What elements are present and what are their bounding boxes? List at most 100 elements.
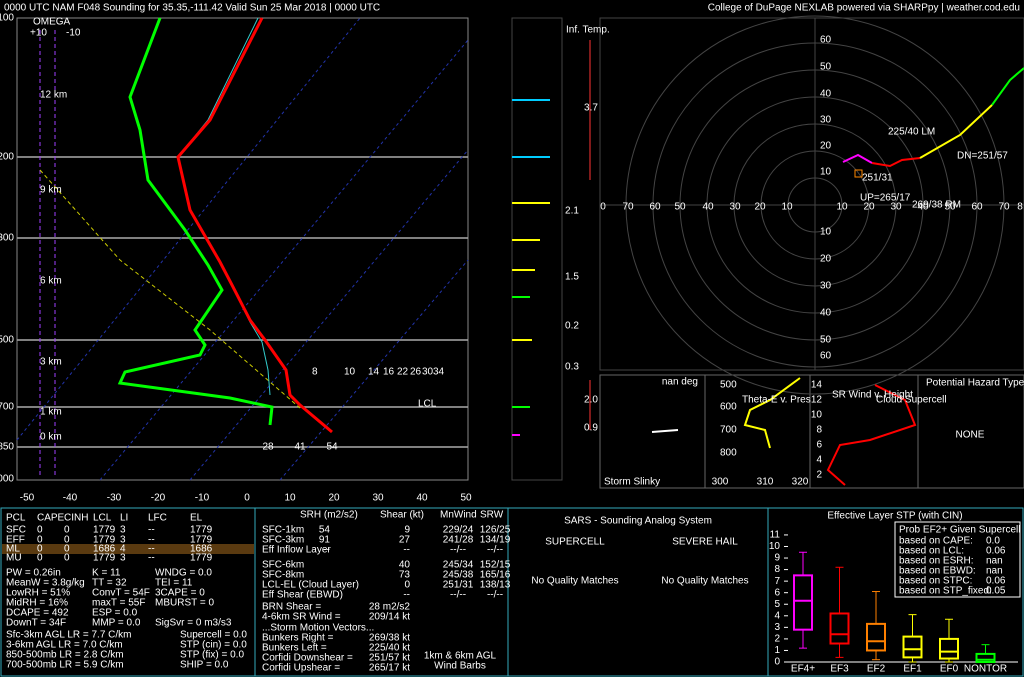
label: 138/13 <box>480 580 511 591</box>
label: 27 <box>399 535 411 546</box>
label: 28 <box>262 442 274 453</box>
index: 3CAPE = 0 <box>155 588 205 599</box>
temp-label: 40 <box>416 493 428 504</box>
mixing-label: 8 <box>312 367 318 378</box>
hodo-y-label: 60 <box>820 351 832 362</box>
height-label: 6 km <box>40 276 62 287</box>
theta-e-profile <box>743 377 801 449</box>
table-cell: -- <box>148 525 155 536</box>
hodo-x-label: 8 <box>1017 202 1023 213</box>
label: -10 <box>66 28 81 39</box>
omega-axis <box>39 30 56 478</box>
label: Corfidi Upshear = <box>262 663 340 674</box>
table-cell: 3 <box>120 535 126 546</box>
virtual-temp <box>177 17 271 396</box>
hodo-x-label: 20 <box>754 202 766 213</box>
index: PW = 0.26in <box>6 568 61 579</box>
hodo-x-label: 10 <box>836 202 848 213</box>
label: 134/19 <box>480 535 511 546</box>
label: 10 <box>811 410 823 421</box>
hodo-trace-9-12 <box>991 67 1024 106</box>
y-tick-label: 2 <box>774 634 780 645</box>
lapse-rate: Sfc-3km AGL LR = 7.7 C/km <box>6 630 132 641</box>
label: Eff Shear (EBWD) <box>262 590 343 601</box>
table-header: LFC <box>148 513 167 524</box>
hodo-y-label: 10 <box>820 167 832 178</box>
label: 310 <box>757 477 774 488</box>
table-cell: 1779 <box>190 525 213 536</box>
hodo-trace-3-6 <box>871 157 921 168</box>
label: 1.5 <box>565 272 579 283</box>
hodo-x-label: 30 <box>729 202 741 213</box>
label: 245/34 <box>443 560 474 571</box>
label: SFC-3km <box>262 535 304 546</box>
label: 12 <box>811 395 823 406</box>
y-tick-label: 10 <box>769 541 781 552</box>
x-tick-label: NONTOR <box>964 664 1007 675</box>
label: SFC-8km <box>262 570 304 581</box>
label: 300 <box>712 477 729 488</box>
pressure-label: 100 <box>0 13 14 24</box>
hodo-x-label: 0 <box>600 202 606 213</box>
table-cell: 0 <box>37 535 43 546</box>
label: SFC-1km <box>262 525 304 536</box>
mixing-label: 34 <box>433 367 445 378</box>
index: ESP = 0.0 <box>92 608 138 619</box>
table-header: Shear (kt) <box>380 510 424 521</box>
label: OMEGA <box>33 17 71 28</box>
hodo-x-label: 70 <box>998 202 1010 213</box>
label: 700 <box>720 425 737 436</box>
table-cell: 1779 <box>93 553 116 564</box>
hodo-x-label: 20 <box>863 202 875 213</box>
temp-label: -50 <box>20 493 35 504</box>
label: 245/38 <box>443 570 474 581</box>
index: LowRH = 51% <box>6 588 70 599</box>
table-cell: 3 <box>120 553 126 564</box>
y-tick-label: 3 <box>774 622 780 633</box>
label: 0.05 <box>986 586 1006 597</box>
pressure-label: 700 <box>0 402 14 413</box>
label: Storm Slinky <box>604 477 660 488</box>
label: No Quality Matches <box>661 576 748 587</box>
label: 0.06 <box>986 576 1006 587</box>
box <box>829 612 850 645</box>
table-cell: MU <box>6 553 22 564</box>
label: Inf. Temp. <box>566 25 610 36</box>
label: 500 <box>720 380 737 391</box>
table-cell: 1779 <box>93 535 116 546</box>
label: --/-- <box>487 590 503 601</box>
box <box>975 652 996 664</box>
hodo-rings <box>600 15 1024 395</box>
table-cell: -- <box>148 544 155 555</box>
height-label: 1 km <box>40 407 62 418</box>
y-tick-label: 4 <box>774 610 780 621</box>
height-label: 0 km <box>40 432 62 443</box>
composite: SHIP = 0.0 <box>180 660 229 671</box>
pressure-label: 300 <box>0 233 14 244</box>
label: based on STP_fixed: <box>899 586 992 597</box>
index: DCAPE = 492 <box>6 608 69 619</box>
table-header: LCL <box>93 513 112 524</box>
y-tick-label: 9 <box>774 553 780 564</box>
label: SEVERE HAIL <box>672 537 738 548</box>
label: +10 <box>30 28 47 39</box>
temp-label: 50 <box>460 493 472 504</box>
label: 28 m2/s2 <box>369 602 411 613</box>
index: maxT = 55F <box>92 598 145 609</box>
label: Cloud Supercell <box>876 395 947 406</box>
label: SARS - Sounding Analog System <box>564 516 712 527</box>
label: --/-- <box>450 545 466 556</box>
highlight-row <box>2 544 254 554</box>
label: nan deg <box>662 377 698 388</box>
wind-barbs <box>512 99 550 436</box>
label: Bunkers Right = <box>262 633 334 644</box>
label: Prob EF2+ Given Supercell <box>899 525 1020 536</box>
index: WNDG = 0.0 <box>155 568 212 579</box>
hodo-y-label: 50 <box>820 335 832 346</box>
label: 2.0 <box>584 395 598 406</box>
label: Wind Barbs <box>434 661 486 672</box>
label: SUPERCELL <box>545 537 605 548</box>
table-cell: 0 <box>64 553 70 564</box>
isotherms <box>16 17 469 481</box>
